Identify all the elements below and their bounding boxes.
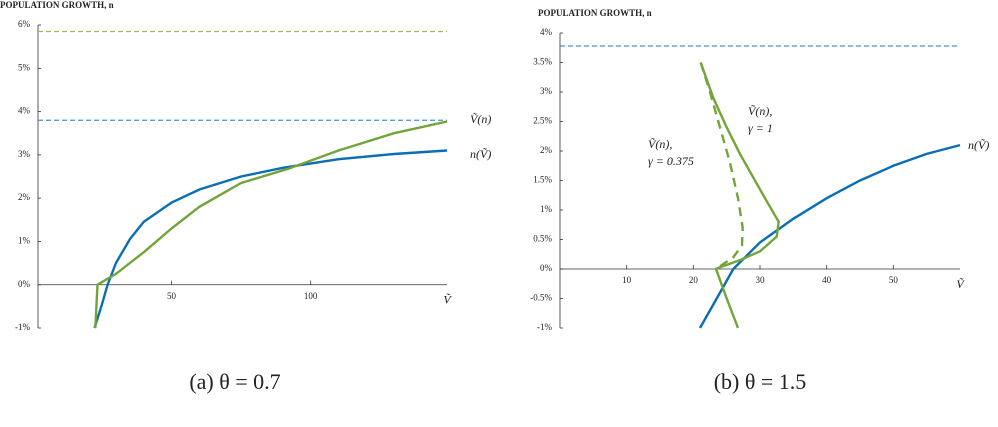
y-tick-label: 5% [18, 62, 31, 72]
series-label: γ = 1 [748, 121, 773, 135]
x-tick-label: 40 [822, 275, 832, 285]
y-tick-label: 2% [18, 192, 31, 202]
x-tick-label: 10 [622, 275, 632, 285]
y-tick-label: 3% [18, 149, 31, 159]
x-tick-label: 30 [756, 275, 766, 285]
line-series [699, 62, 780, 329]
line-series [698, 143, 961, 329]
y-tick-label: 4% [540, 27, 553, 37]
line-series [94, 120, 448, 329]
series-label: Ṽ(n), [648, 137, 672, 151]
y-tick-label: 2% [540, 145, 553, 155]
y-tick-label: 3% [540, 86, 553, 96]
y-tick-label: 6% [18, 19, 31, 29]
x-tick-label: 50 [889, 275, 899, 285]
y-tick-label: 2.5% [533, 116, 552, 126]
x-axis-label: Ṽ [956, 277, 965, 291]
series-label: n(Ṽ) [470, 147, 491, 161]
series-label: γ = 0.375 [648, 154, 694, 168]
line-series [93, 149, 448, 329]
series-label: Ṽ(n) [470, 112, 491, 126]
series-label: Ṽ(n), [748, 104, 772, 118]
caption: (a) θ = 0.7 [189, 369, 280, 394]
x-axis-label: Ṽ [443, 292, 452, 306]
y-tick-label: 0% [18, 279, 31, 289]
y-tick-label: -1% [15, 322, 30, 332]
chart-title: POPULATION GROWTH, n [538, 8, 652, 18]
y-tick-label: 1.5% [533, 175, 552, 185]
series-label: n(Ṽ) [968, 138, 989, 152]
x-tick-label: 20 [689, 275, 699, 285]
y-tick-label: -1% [537, 322, 552, 332]
line-series [699, 62, 744, 270]
y-tick-label: 1% [540, 204, 553, 214]
y-tick-label: 0.5% [533, 234, 552, 244]
x-tick-label: 100 [304, 291, 318, 301]
y-tick-label: 1% [18, 235, 31, 245]
y-tick-label: -0.5% [530, 293, 552, 303]
y-tick-label: 0% [540, 263, 553, 273]
y-tick-label: 3.5% [533, 57, 552, 67]
chart-title: POPULATION GROWTH, n [0, 0, 114, 10]
caption: (b) θ = 1.5 [714, 369, 807, 394]
x-tick-label: 50 [167, 291, 177, 301]
y-tick-label: 4% [18, 106, 31, 116]
